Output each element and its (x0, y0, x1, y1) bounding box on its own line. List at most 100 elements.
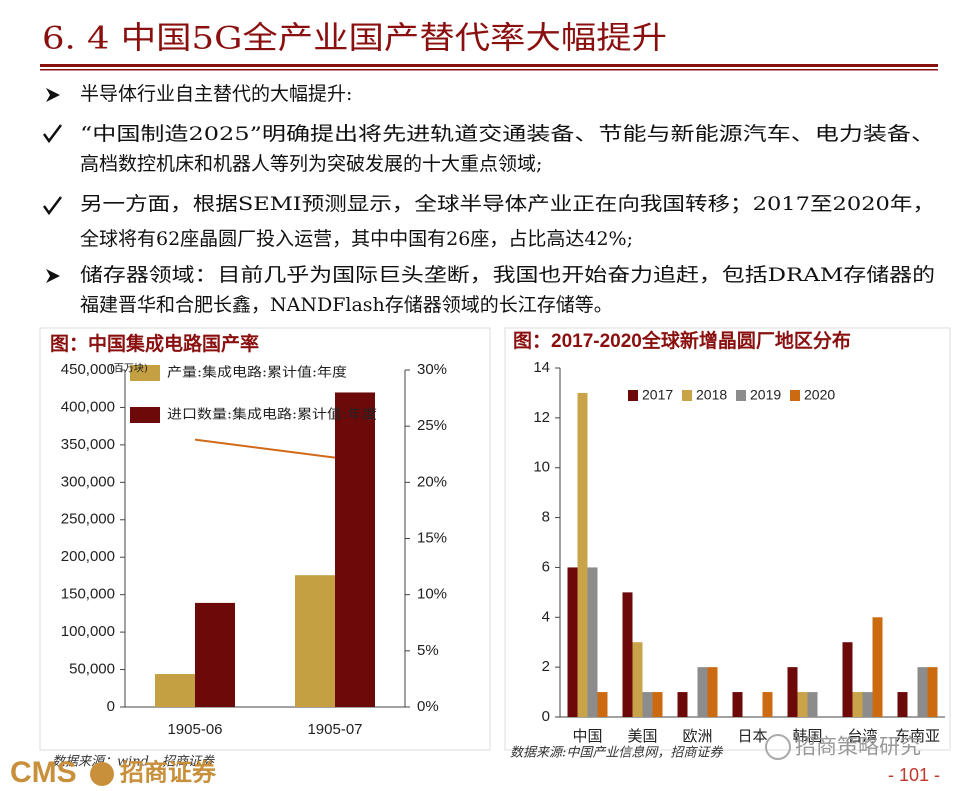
check-bullet (42, 124, 62, 144)
chart-frame (39, 327, 491, 751)
x-tick-label: 欧洲 (682, 728, 712, 745)
y2-tick-label: 10% (417, 586, 447, 603)
bar (842, 642, 853, 717)
bar (707, 667, 718, 717)
y-tick-label: 0 (542, 708, 550, 725)
bar (697, 667, 708, 717)
bar (295, 575, 335, 707)
bar (797, 692, 808, 717)
bar (597, 692, 608, 717)
y2-tick-label: 25% (417, 417, 447, 434)
bar (652, 692, 663, 717)
bar (622, 592, 633, 717)
bar (677, 692, 688, 717)
bar (787, 667, 798, 717)
y-tick-label: 250,000 (61, 511, 115, 528)
bar (872, 617, 883, 717)
bar (577, 392, 588, 717)
y-tick-label: 100,000 (61, 623, 115, 640)
x-tick-label: 1905-07 (307, 721, 362, 738)
bullet-text: 储存器领域：目前几乎为国际巨头垄断，我国也开始奋力追赶，包括DRAM存储器的 (80, 264, 935, 286)
x-tick-label: 韩国 (792, 728, 822, 745)
chart-source: 数据来源:中国产业信息网，招商证券 (510, 745, 723, 761)
bar (852, 692, 863, 717)
bullet-text: 另一方面，根据SEMI预测显示，全球半导体产业正在向我国转移；2017至2020… (80, 193, 935, 215)
y-tick-label: 0 (107, 698, 115, 715)
y-tick-label: 12 (533, 409, 550, 426)
arrow-bullet (46, 269, 60, 283)
bar (632, 642, 643, 717)
bullet-list: 半导体行业自主替代的大幅提升: “中国制造2025”明确提出将先进轨道交通装备、节… (80, 83, 935, 316)
x-tick-label: 东南亚 (895, 728, 940, 745)
title-rule (40, 69, 938, 71)
bar (567, 567, 578, 717)
page-number: - 101 - (888, 765, 940, 785)
watermark-icon (765, 734, 791, 760)
y-tick-label: 450,000 (61, 361, 115, 378)
bullet-text: 全球将有62座晶圆厂投入运营，其中中国有26座，占比高达42%; (80, 228, 633, 250)
bar (897, 692, 908, 717)
y-tick-label: 300,000 (61, 473, 115, 490)
x-tick-label: 日本 (737, 728, 767, 745)
legend-swatch (790, 390, 800, 401)
chart-source: 数据来源：wind，招商证券 (52, 755, 215, 770)
logo-company: 招商证券 (120, 758, 217, 787)
legend-swatch (130, 407, 160, 423)
bar (917, 667, 928, 717)
bar (927, 667, 938, 717)
bar (195, 602, 235, 707)
title-rule (40, 64, 938, 67)
legend-label: 2019 (750, 387, 781, 403)
y-tick-label: 6 (542, 558, 550, 575)
y-tick-label: 8 (542, 509, 550, 526)
y2-tick-label: 20% (417, 473, 447, 490)
logo-icon (90, 762, 114, 786)
bullet-text: 福建晋华和合肥长鑫，NANDFlash存储器领域的长江存储等。 (80, 294, 613, 316)
y-tick-label: 400,000 (61, 398, 115, 415)
y2-tick-label: 0% (417, 698, 439, 715)
chart-title: 图：中国集成电路国产率 (50, 332, 259, 355)
x-tick-label: 中国 (572, 728, 602, 745)
logo: CMS (10, 756, 77, 789)
legend-swatch (628, 390, 638, 401)
unit-label: (百万块) (110, 363, 148, 375)
x-tick-label: 美国 (627, 728, 657, 745)
legend-label: 2018 (696, 387, 727, 403)
bullet-icons (42, 88, 62, 283)
bar (335, 392, 375, 707)
check-bullet (42, 196, 62, 216)
y2-tick-label: 30% (417, 361, 447, 378)
legend-swatch (736, 390, 746, 401)
y-tick-label: 150,000 (61, 586, 115, 603)
arrow-bullet (46, 88, 60, 102)
bullet-text: 半导体行业自主替代的大幅提升: (80, 83, 352, 105)
x-tick-label: 1905-06 (167, 721, 222, 738)
legend-label: 2017 (642, 387, 673, 403)
legend-swatch (130, 365, 160, 381)
legend-label: 产量:集成电路:累计值:年度 (167, 365, 347, 381)
bar (642, 692, 653, 717)
y-tick-label: 50,000 (69, 661, 115, 678)
legend-label: 2020 (804, 387, 835, 403)
bar (155, 674, 195, 707)
y-tick-label: 350,000 (61, 436, 115, 453)
bullet-text: 高档数控机床和机器人等列为突破发展的十大重点领域; (80, 153, 542, 175)
chart-frame (504, 327, 951, 751)
y-tick-label: 14 (533, 359, 550, 376)
bar (862, 692, 873, 717)
y-tick-label: 10 (533, 459, 550, 476)
ratio-line (194, 438, 336, 459)
y-tick-label: 4 (542, 608, 550, 625)
bar (762, 692, 773, 717)
bar (807, 692, 818, 717)
watermark: 招商策略研究 (795, 735, 921, 759)
y-tick-label: 2 (542, 658, 550, 675)
bar (587, 567, 598, 717)
y2-tick-label: 5% (417, 642, 439, 659)
legend-label: 进口数量:集成电路:累计值:年度 (167, 407, 377, 423)
slide-title: 6. 4 中国5G全产业国产替代率大幅提升 (42, 21, 667, 57)
legend-swatch (682, 390, 692, 401)
